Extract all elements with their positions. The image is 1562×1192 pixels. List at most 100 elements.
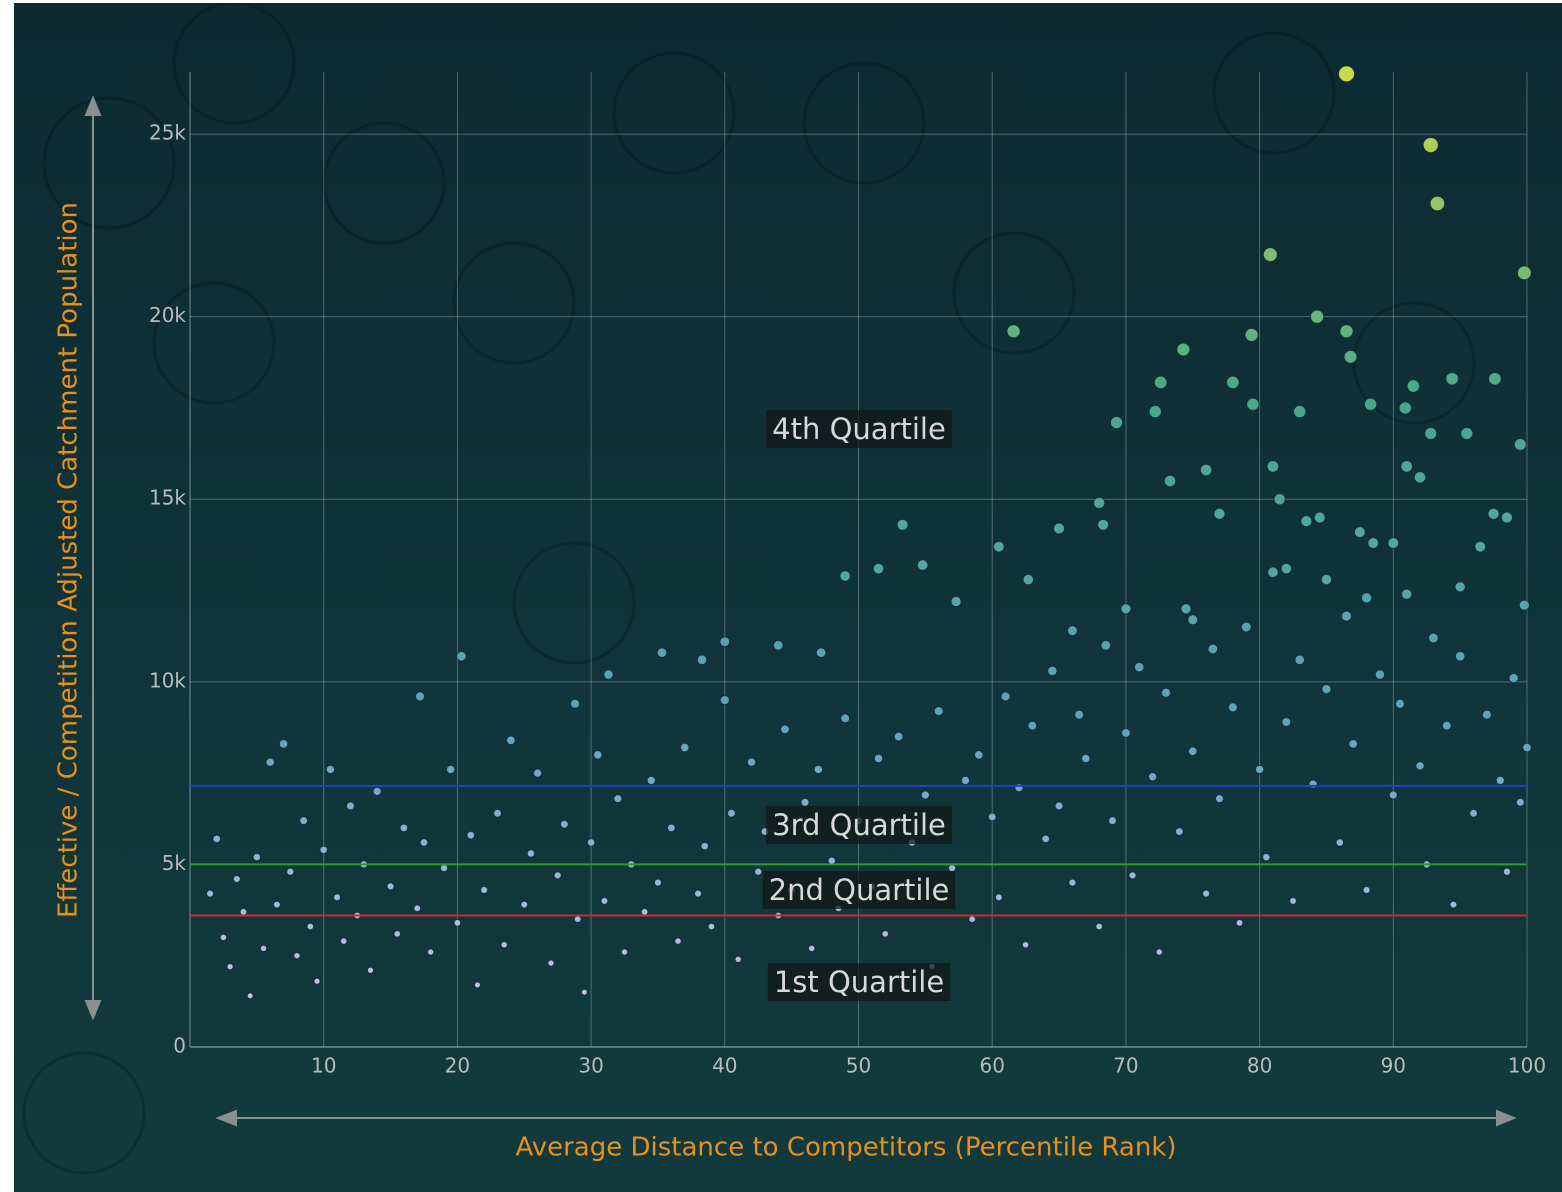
point bbox=[1160, 687, 1172, 698]
point bbox=[414, 691, 426, 702]
point bbox=[273, 900, 281, 909]
point bbox=[873, 753, 884, 764]
point bbox=[1422, 136, 1439, 154]
point bbox=[1454, 651, 1466, 662]
point bbox=[719, 695, 730, 706]
point bbox=[727, 808, 736, 818]
point bbox=[1360, 592, 1373, 604]
point bbox=[1148, 404, 1162, 419]
point bbox=[754, 867, 763, 876]
point bbox=[620, 948, 629, 956]
point bbox=[533, 768, 543, 778]
point bbox=[1488, 371, 1502, 386]
y-tick-label: 15k bbox=[149, 486, 186, 510]
point bbox=[974, 750, 984, 760]
y-tick-label: 5k bbox=[162, 851, 187, 875]
point bbox=[1398, 401, 1412, 415]
point bbox=[1388, 790, 1398, 800]
point bbox=[933, 706, 944, 717]
point bbox=[1074, 709, 1085, 720]
point bbox=[1188, 746, 1198, 756]
point bbox=[1266, 460, 1280, 473]
point bbox=[1294, 654, 1305, 666]
point bbox=[1148, 772, 1158, 782]
point bbox=[719, 636, 731, 648]
y-tick-label: 0 bbox=[173, 1034, 186, 1058]
point bbox=[252, 852, 262, 862]
point bbox=[808, 944, 816, 953]
point bbox=[1508, 673, 1519, 684]
point bbox=[734, 955, 742, 963]
point bbox=[1338, 65, 1355, 83]
point bbox=[581, 988, 588, 996]
point bbox=[1262, 852, 1271, 862]
point bbox=[1513, 438, 1527, 451]
point bbox=[1199, 463, 1213, 477]
quartile-label: 3rd Quartile bbox=[772, 808, 946, 842]
point bbox=[386, 882, 395, 891]
point bbox=[1362, 886, 1371, 894]
point bbox=[1487, 507, 1500, 520]
point bbox=[950, 595, 962, 608]
point bbox=[306, 922, 315, 931]
quartile-label-bg bbox=[762, 871, 956, 909]
point bbox=[1343, 349, 1358, 364]
point bbox=[399, 823, 409, 833]
point bbox=[1120, 603, 1132, 615]
point bbox=[1515, 797, 1525, 807]
point bbox=[968, 915, 976, 923]
point bbox=[226, 963, 234, 971]
point bbox=[493, 808, 502, 818]
decor bbox=[22, 3, 1476, 1175]
point bbox=[916, 559, 929, 571]
point bbox=[1027, 720, 1038, 731]
x-tick-label: 80 bbox=[1247, 1054, 1272, 1078]
point bbox=[694, 889, 703, 898]
point bbox=[1153, 375, 1168, 390]
point bbox=[346, 801, 355, 811]
point bbox=[896, 518, 909, 531]
point bbox=[1246, 397, 1260, 411]
point bbox=[1047, 665, 1058, 677]
point bbox=[1187, 614, 1199, 626]
point bbox=[1445, 371, 1459, 386]
point bbox=[813, 764, 824, 775]
point bbox=[1054, 801, 1064, 811]
point bbox=[1309, 309, 1325, 324]
point bbox=[1353, 526, 1366, 539]
point bbox=[286, 867, 295, 876]
point bbox=[1006, 324, 1021, 339]
point bbox=[1429, 195, 1446, 212]
point bbox=[800, 797, 810, 807]
point bbox=[466, 830, 476, 840]
chart-panel: Effective / Competition Adjusted Catchme… bbox=[14, 3, 1562, 1192]
point bbox=[1202, 889, 1211, 898]
point bbox=[1500, 511, 1513, 524]
point bbox=[1022, 573, 1034, 586]
point bbox=[439, 863, 449, 873]
point bbox=[1518, 599, 1530, 611]
point bbox=[547, 959, 555, 967]
quartile-label: 2nd Quartile bbox=[769, 873, 950, 907]
point bbox=[640, 908, 649, 916]
point bbox=[646, 775, 656, 786]
point bbox=[480, 886, 489, 894]
point bbox=[1213, 507, 1226, 520]
point bbox=[1502, 867, 1512, 876]
point bbox=[313, 977, 321, 985]
point bbox=[746, 757, 757, 767]
point bbox=[232, 874, 241, 884]
x-tick-label: 30 bbox=[578, 1054, 603, 1078]
point bbox=[1495, 775, 1505, 786]
point bbox=[526, 849, 536, 858]
y-tick-label: 20k bbox=[149, 303, 186, 327]
point bbox=[1300, 515, 1313, 528]
x-tick-label: 60 bbox=[979, 1054, 1004, 1078]
point bbox=[372, 786, 382, 796]
point bbox=[1267, 566, 1279, 579]
point bbox=[560, 819, 569, 829]
point bbox=[1155, 948, 1163, 956]
point bbox=[840, 713, 851, 724]
point bbox=[1339, 324, 1354, 339]
point bbox=[278, 739, 289, 749]
